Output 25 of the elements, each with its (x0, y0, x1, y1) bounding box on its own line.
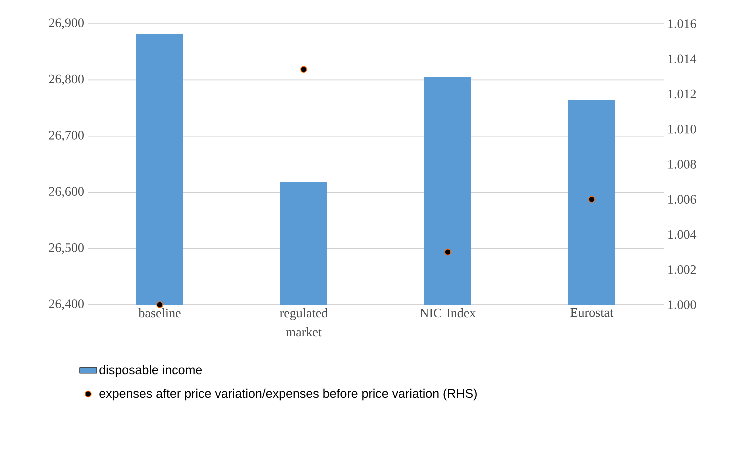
y2-tick-label: 1.016 (668, 20, 696, 28)
y-tick-label: 26,900 (49, 18, 84, 30)
y2-tick-label: 1.014 (668, 54, 697, 64)
x-tick-label: Eurostat (570, 308, 614, 318)
point (156, 302, 164, 308)
point (588, 196, 596, 204)
y-tick-label: 26,700 (49, 131, 84, 142)
y2-tick-label: 1.000 (668, 300, 696, 310)
point (300, 66, 308, 74)
y-tick-label: 26,500 (49, 243, 84, 254)
y2-tick-label: 1.004 (668, 230, 697, 240)
x-tick-label: NIC Index (420, 308, 476, 318)
legend-label: disposable income (100, 365, 202, 378)
y2-tick-label: 1.006 (668, 195, 696, 204)
y2-tick-label: 1.012 (668, 90, 696, 99)
y2-tick-label: 1.008 (668, 160, 696, 169)
point (444, 248, 452, 256)
legend-label: expenses after price variation/expenses before price variation (RHS) (100, 388, 477, 401)
y2-tick-label: 1.002 (668, 265, 696, 274)
y-tick-label: 26,800 (49, 74, 84, 86)
x-tick-label: regulated market (280, 308, 328, 337)
x-tick-label: baseline (138, 308, 181, 318)
y2-tick-label: 1.010 (668, 124, 696, 134)
y-tick-label: 26,600 (49, 187, 84, 198)
y-tick-label: 26,400 (49, 300, 84, 310)
